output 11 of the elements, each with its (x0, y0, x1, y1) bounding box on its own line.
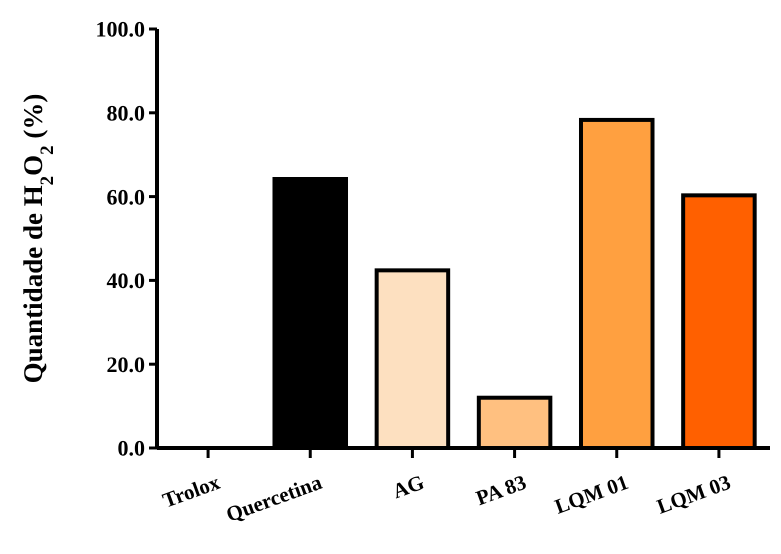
x-tick-label: Trolox (159, 470, 224, 513)
x-tick-label: LQM 03 (654, 470, 734, 519)
y-tick-label: 20.0 (106, 352, 145, 377)
x-tick-label: AG (389, 470, 428, 504)
y-tick-label: 0.0 (118, 436, 145, 461)
x-tick-label: PA 83 (472, 470, 530, 510)
y-tick-label: 80.0 (106, 100, 145, 126)
y-tick-label: 60.0 (106, 184, 145, 210)
x-tick-label: LQM 01 (551, 470, 632, 519)
y-tick-label: 40.0 (106, 268, 145, 294)
y-tick-label: 100.0 (96, 16, 145, 42)
